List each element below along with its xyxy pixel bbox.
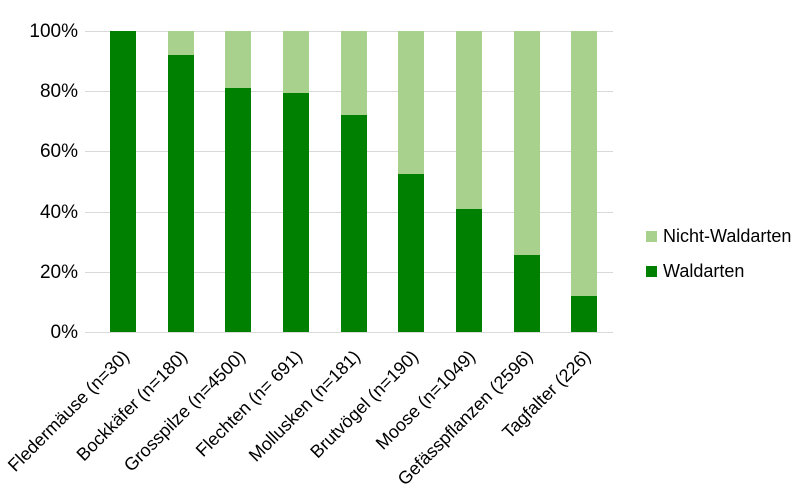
bar-segment-nicht-waldarten-4 <box>341 31 367 115</box>
legend-swatch-icon <box>646 230 657 242</box>
legend-entry-nicht-waldarten: Nicht-Waldarten <box>646 227 791 245</box>
bar-segment-waldarten-0 <box>110 31 136 332</box>
bar-segment-waldarten-5 <box>398 174 424 332</box>
y-tick-label: 60% <box>39 141 78 162</box>
legend-label: Waldarten <box>663 261 745 281</box>
bar-segment-nicht-waldarten-1 <box>168 31 194 55</box>
y-tick-label: 20% <box>39 262 78 283</box>
legend-swatch-icon <box>646 265 657 277</box>
y-tick-label: 40% <box>39 202 78 223</box>
bar-segment-nicht-waldarten-8 <box>571 31 597 296</box>
bar-segment-nicht-waldarten-2 <box>225 31 251 88</box>
bar-segment-nicht-waldarten-3 <box>283 31 309 93</box>
x-tick-label: Brutvögel (n=190) <box>305 346 422 462</box>
x-tick-label: Mollusken (n=181) <box>244 346 364 466</box>
y-tick-label: 100% <box>29 21 78 42</box>
bar-segment-waldarten-3 <box>283 93 309 332</box>
bar-segment-waldarten-7 <box>514 255 540 332</box>
bar-segment-nicht-waldarten-6 <box>456 31 482 209</box>
bar-segment-waldarten-1 <box>168 55 194 332</box>
x-tick-label: Flechten (n= 691) <box>192 346 307 461</box>
bar-segment-waldarten-2 <box>225 88 251 332</box>
bar-segment-waldarten-4 <box>341 115 367 332</box>
y-tick-label: 0% <box>50 322 78 343</box>
x-tick-label: Bockkäfer (n=180) <box>72 346 191 465</box>
bar-segment-waldarten-8 <box>571 296 597 332</box>
bar-segment-nicht-waldarten-7 <box>514 31 540 255</box>
y-tick-label: 80% <box>39 81 78 102</box>
x-axis-line <box>85 332 613 333</box>
legend-entry-waldarten: Waldarten <box>646 262 744 280</box>
legend-label: Nicht-Waldarten <box>663 226 792 246</box>
bar-segment-nicht-waldarten-5 <box>398 31 424 174</box>
bar-segment-waldarten-6 <box>456 209 482 332</box>
x-tick-label: Moose (n=1049) <box>372 346 480 454</box>
